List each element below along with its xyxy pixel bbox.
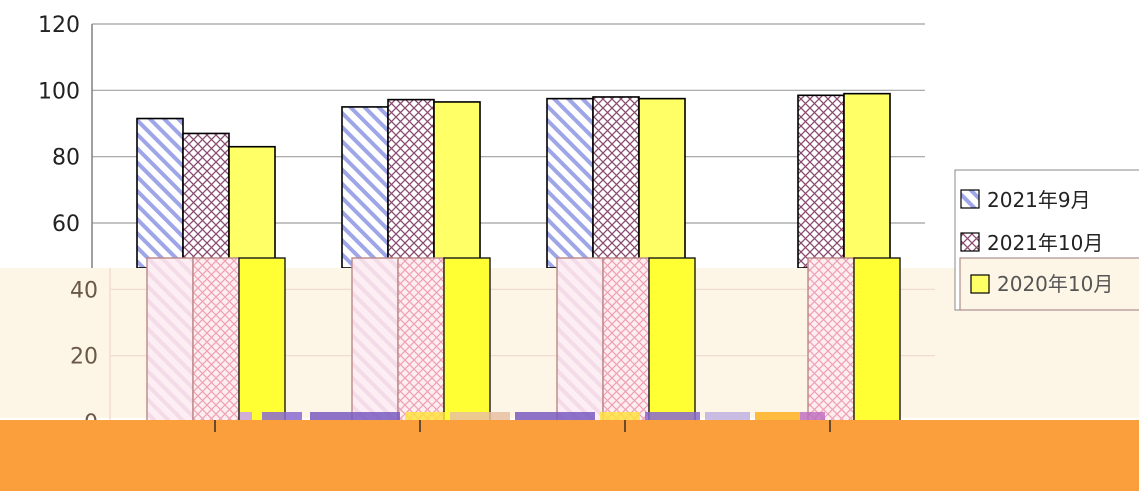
axis-artifact	[705, 412, 750, 420]
axis-artifact	[240, 412, 252, 420]
bar-series-1-cat-1	[136, 117, 184, 269]
legend-box-lower	[959, 257, 1139, 311]
axis-artifact	[645, 412, 700, 420]
legend-swatch-1	[960, 189, 980, 209]
bar-series-2-cat-1-lower	[192, 257, 240, 423]
bar-series-2-cat-3	[592, 96, 640, 269]
legend-swatch-3	[970, 274, 990, 294]
bars-overlay	[146, 257, 901, 423]
legend-label-1: 2021年9月	[987, 188, 1091, 212]
bar-series-2-cat-2-lower	[397, 257, 445, 423]
bar-series-3-cat-4-lower	[853, 257, 901, 423]
bars	[136, 92, 891, 269]
legend-label-3: 2020年10月	[997, 272, 1113, 296]
axis-artifact	[800, 412, 825, 420]
y-tick-label: 80	[52, 146, 80, 171]
bar-series-3-cat-2	[433, 101, 481, 269]
category-band	[0, 420, 1139, 491]
bar-series-2-cat-4	[797, 94, 845, 269]
bar-series-3-cat-3	[638, 97, 686, 269]
y-tick-label: 120	[38, 13, 80, 38]
bar-series-3-cat-4	[843, 92, 891, 269]
axis-artifact	[515, 412, 595, 420]
bar-series-1-cat-2-lower	[351, 257, 399, 423]
bar-series-3-cat-2-lower	[443, 257, 491, 423]
axis-artifact	[405, 412, 445, 420]
bar-series-2-cat-3-lower	[602, 257, 650, 423]
axis-artifact	[450, 412, 510, 420]
y-axis: 60 80 100 120	[38, 13, 93, 268]
bar-series-3-cat-1-lower	[238, 257, 286, 423]
bar-series-3-cat-1	[228, 145, 276, 269]
y-tick-label: 40	[70, 278, 98, 303]
bar-series-1-cat-1-lower	[146, 257, 194, 423]
axis-artifact	[755, 412, 800, 420]
y-tick-label: 100	[38, 79, 80, 104]
y-tick-label: 20	[70, 345, 98, 370]
legend: 2021年9月 2021年10月 2020年10月	[954, 169, 1139, 311]
y-tick-label: 60	[52, 212, 80, 237]
legend-swatch-2	[960, 232, 980, 252]
category-marks	[214, 412, 831, 432]
bar-series-1-cat-3	[546, 97, 594, 269]
axis-artifact	[262, 412, 302, 420]
bar-series-2-cat-4-lower	[807, 257, 855, 423]
axis-artifact	[310, 412, 400, 420]
axis-artifact	[600, 412, 640, 420]
legend-label-2: 2021年10月	[987, 231, 1103, 255]
bar-series-2-cat-2	[387, 98, 435, 269]
bar-series-1-cat-3-lower	[556, 257, 604, 423]
bar-series-1-cat-2	[341, 106, 389, 269]
bar-series-3-cat-3-lower	[648, 257, 696, 423]
bar-series-2-cat-1	[182, 132, 230, 269]
